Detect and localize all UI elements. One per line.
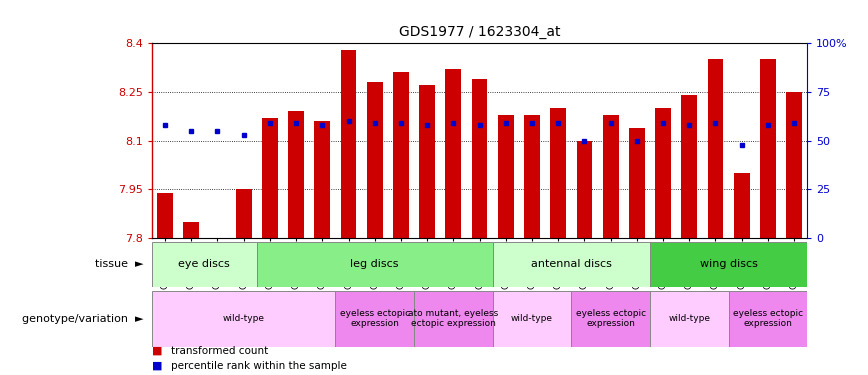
Bar	[571, 291, 650, 347]
Bar	[650, 242, 807, 287]
Text: tissue  ►: tissue ►	[95, 260, 143, 269]
Bar	[629, 128, 645, 238]
Bar	[760, 59, 776, 238]
Bar	[650, 291, 728, 347]
Bar	[498, 115, 514, 238]
Bar	[314, 121, 330, 238]
Bar	[335, 291, 414, 347]
Bar	[733, 173, 750, 238]
Bar	[340, 50, 357, 238]
Bar	[419, 86, 435, 238]
Bar	[414, 291, 493, 347]
Bar	[576, 141, 592, 238]
Text: percentile rank within the sample: percentile rank within the sample	[171, 361, 347, 370]
Bar	[367, 82, 383, 238]
Bar	[524, 115, 540, 238]
Text: ato mutant, eyeless
ectopic expression: ato mutant, eyeless ectopic expression	[408, 309, 498, 328]
Text: eyeless ectopic
expression: eyeless ectopic expression	[733, 309, 803, 328]
Bar	[471, 79, 488, 238]
Bar	[393, 72, 409, 238]
Text: antennal discs: antennal discs	[531, 260, 612, 269]
Text: wild-type: wild-type	[223, 314, 265, 323]
Bar	[681, 95, 697, 238]
Text: eyeless ectopic
expression: eyeless ectopic expression	[575, 309, 646, 328]
Text: transformed count: transformed count	[171, 346, 268, 355]
Text: wild-type: wild-type	[668, 314, 710, 323]
Text: ■: ■	[152, 346, 162, 355]
Text: wild-type: wild-type	[511, 314, 553, 323]
Text: eye discs: eye discs	[179, 260, 230, 269]
Title: GDS1977 / 1623304_at: GDS1977 / 1623304_at	[398, 26, 561, 39]
Bar	[550, 108, 566, 238]
Bar	[152, 291, 335, 347]
Bar	[257, 242, 493, 287]
Bar	[262, 118, 278, 238]
Bar	[728, 291, 807, 347]
Bar	[152, 242, 257, 287]
Bar	[655, 108, 671, 238]
Bar	[602, 115, 619, 238]
Text: eyeless ectopic
expression: eyeless ectopic expression	[339, 309, 410, 328]
Bar	[707, 59, 723, 238]
Bar	[445, 69, 461, 238]
Bar	[157, 193, 173, 238]
Bar	[288, 111, 304, 238]
Text: wing discs: wing discs	[700, 260, 758, 269]
Text: genotype/variation  ►: genotype/variation ►	[22, 314, 143, 324]
Bar	[183, 222, 199, 238]
Bar	[493, 242, 650, 287]
Text: ■: ■	[152, 361, 162, 370]
Bar	[493, 291, 571, 347]
Text: leg discs: leg discs	[351, 260, 399, 269]
Bar	[236, 189, 252, 238]
Bar	[786, 92, 802, 238]
